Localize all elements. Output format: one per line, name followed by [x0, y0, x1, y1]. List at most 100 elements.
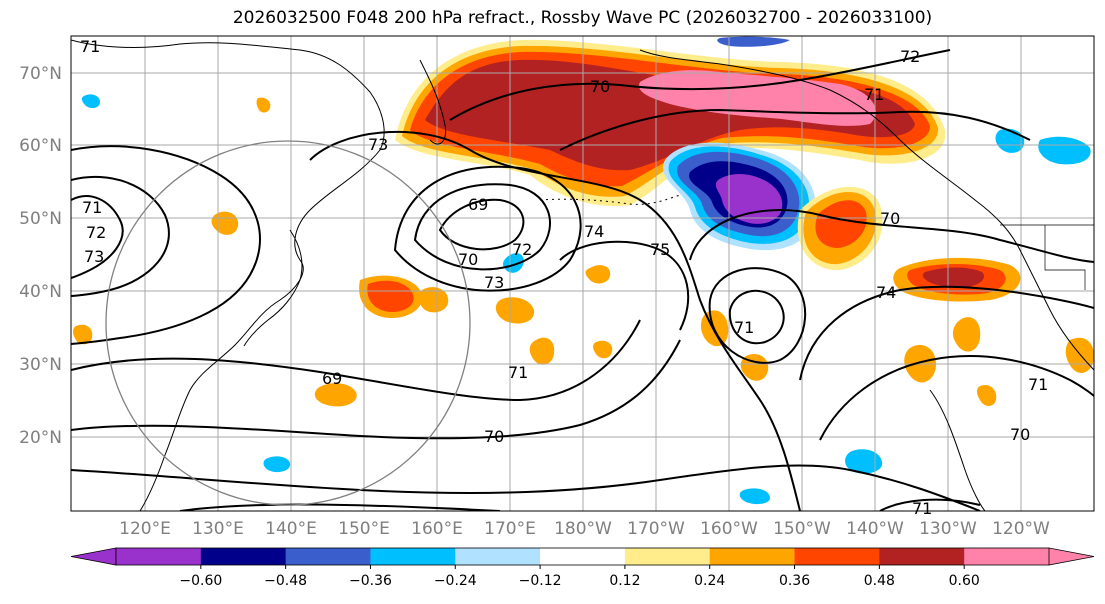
- coastline-baja: [929, 389, 986, 511]
- latitude-label: 20°N: [19, 428, 62, 448]
- contour-label: 72: [900, 47, 920, 66]
- latitude-axis: 70°N 60°N 50°N 40°N 30°N 20°N: [19, 64, 62, 448]
- colorbar-tick-label: −0.24: [434, 573, 477, 589]
- contour-label: 72: [86, 223, 106, 242]
- country-border-us-canada: [1000, 224, 1094, 290]
- colorbar-segment: [624, 548, 711, 565]
- longitude-label: 160°E: [411, 519, 463, 539]
- shade-region-neg-d: [263, 456, 291, 473]
- colorbar-tick-label: 0.60: [949, 573, 980, 589]
- colorbar-segment: [540, 548, 626, 565]
- longitude-label: 140°E: [265, 519, 317, 539]
- colorbar-tick-label: 0.24: [694, 573, 725, 589]
- contour-label: 71: [734, 318, 754, 337]
- colorbar-arrow-left: [70, 547, 117, 566]
- longitude-label: 150°E: [338, 519, 390, 539]
- contour-label: 71: [864, 85, 884, 104]
- contour-line: [449, 49, 951, 121]
- longitude-label: 150°W: [773, 519, 831, 539]
- shade-region-neg-h: [717, 36, 790, 47]
- latitude-label: 70°N: [19, 64, 62, 84]
- latitude-label: 60°N: [19, 136, 62, 156]
- colorbar-segment: [879, 548, 965, 565]
- shade-region-neg-f: [81, 94, 100, 109]
- contour-label: 71: [82, 198, 102, 217]
- contour-label: 74: [584, 222, 604, 241]
- shade-region-gulf-red: [815, 200, 867, 248]
- contour-label: 71: [508, 363, 528, 382]
- longitude-label: 130°W: [919, 519, 977, 539]
- longitude-label: 170°E: [484, 519, 536, 539]
- colorbar-frame: [115, 547, 1050, 566]
- colorbar: −0.60 −0.48 −0.36 −0.24 −0.12 0.12 0.24 0.36 0.4…: [70, 547, 1095, 589]
- colorbar-tick-label: 0.48: [864, 573, 895, 589]
- great-circle-ring: [105, 140, 471, 506]
- contour-label: 70: [1010, 425, 1030, 444]
- shade-region-blob-e: [952, 317, 981, 352]
- contour-line: [393, 165, 582, 292]
- shade-region-neg-e: [739, 488, 770, 505]
- shade-region-blob-h: [585, 265, 611, 284]
- contour-label: 69: [468, 195, 488, 214]
- contour-label: 71: [1028, 375, 1048, 394]
- contour-label: 73: [484, 273, 504, 292]
- contour-label: 69: [322, 369, 342, 388]
- coastline-alaska: [639, 49, 1094, 371]
- longitude-label: 180°W: [554, 519, 612, 539]
- shade-region-blob-l: [73, 324, 93, 345]
- contour-label: 70: [484, 427, 504, 446]
- contour-label: 73: [84, 247, 104, 266]
- shade-region-blob-k: [977, 384, 997, 406]
- contour-label: 70: [590, 77, 610, 96]
- longitude-label: 140°W: [846, 519, 904, 539]
- contour-line: [179, 503, 501, 511]
- longitude-axis: 120°E 130°E 140°E 150°E 160°E 170°E 180°…: [119, 519, 1050, 539]
- colorbar-tick-label: −0.12: [519, 573, 562, 589]
- contour-line: [559, 240, 690, 331]
- contour-label: 74: [876, 283, 896, 302]
- colorbar-tick-label: 0.12: [609, 573, 640, 589]
- colorbar-segment: [116, 548, 202, 565]
- colorbar-tick-label: −0.48: [264, 573, 307, 589]
- contour-label: 71: [912, 499, 932, 518]
- colorbar-segment: [794, 548, 880, 565]
- coastline-aleutians: [539, 194, 681, 205]
- longitude-label: 170°W: [627, 519, 685, 539]
- shade-region-blob-j: [593, 340, 613, 359]
- contour-line: [819, 355, 1094, 441]
- coastline-kamchatka: [419, 59, 447, 145]
- latitude-label: 40°N: [19, 282, 62, 302]
- contour-line: [438, 198, 525, 251]
- colorbar-tick-label: −0.60: [179, 573, 222, 589]
- colorbar-segment: [455, 548, 541, 565]
- shade-region-nepac-darkred: [922, 267, 985, 288]
- contour-line: [799, 285, 1094, 381]
- shade-region-wpac2-orange: [419, 287, 449, 313]
- contour-line: [71, 464, 981, 511]
- contour-line: [559, 108, 1031, 151]
- colorbar-segment: [285, 548, 371, 565]
- shade-region-blob-a: [495, 297, 535, 324]
- colorbar-segment: [964, 548, 1050, 565]
- shade-region-north-pink: [639, 70, 876, 126]
- shade-region-blob-m: [256, 97, 271, 113]
- contour-line: [879, 498, 981, 511]
- contour-line: [309, 130, 801, 511]
- shade-region-neg-g: [503, 253, 524, 273]
- latitude-label: 50°N: [19, 209, 62, 229]
- longitude-label: 130°E: [192, 519, 244, 539]
- colorbar-tick-label: −0.36: [349, 573, 392, 589]
- shade-region-neg-a: [1038, 136, 1091, 165]
- colorbar-segment: [200, 548, 287, 565]
- coastlines: [71, 39, 1094, 511]
- contour-lines: [71, 49, 1094, 511]
- contour-line: [71, 195, 124, 279]
- colorbar-tick-label: 0.36: [779, 573, 810, 589]
- longitude-label: 120°W: [992, 519, 1050, 539]
- contour-label: 71: [80, 37, 100, 56]
- graticule: [71, 36, 1094, 511]
- contour-label: 70: [880, 209, 900, 228]
- contour-line: [708, 267, 806, 364]
- longitude-label: 120°E: [119, 519, 171, 539]
